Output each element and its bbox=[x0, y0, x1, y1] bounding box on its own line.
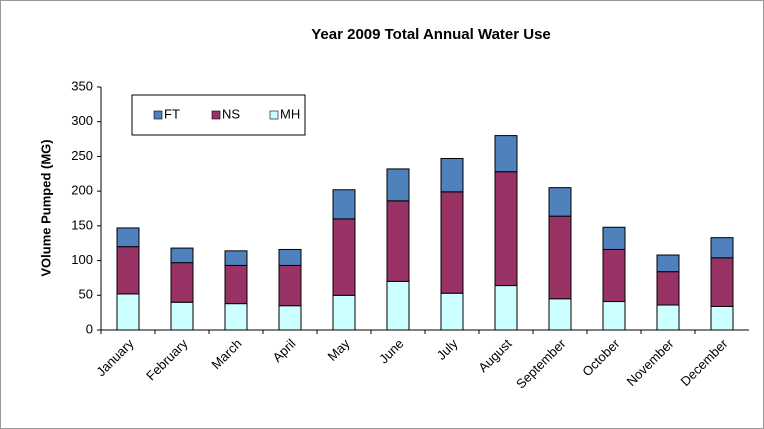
bar-segment bbox=[602, 248, 626, 303]
bar-segment bbox=[386, 168, 410, 202]
legend-swatch bbox=[153, 110, 163, 120]
bar-segment bbox=[278, 264, 302, 307]
legend-swatch bbox=[211, 110, 221, 120]
bar-segment bbox=[170, 247, 194, 264]
y-tick-label: 100 bbox=[71, 252, 93, 267]
bar-segment bbox=[602, 226, 626, 250]
bar-segment bbox=[656, 254, 680, 273]
chart-title: Year 2009 Total Annual Water Use bbox=[311, 26, 551, 43]
bar-segment bbox=[386, 280, 410, 331]
bar-segment bbox=[548, 215, 572, 300]
y-tick-label: 250 bbox=[71, 148, 93, 163]
y-tick-label: 50 bbox=[79, 287, 93, 302]
bar-segment bbox=[656, 271, 680, 306]
y-tick-label: 350 bbox=[71, 78, 93, 93]
bar-segment bbox=[710, 257, 734, 307]
y-axis-label: VOlume Pumped (MG) bbox=[38, 139, 53, 276]
bar-segment bbox=[710, 305, 734, 331]
bar-segment bbox=[656, 304, 680, 331]
y-tick-label: 0 bbox=[86, 321, 93, 336]
legend-swatch bbox=[269, 110, 279, 120]
bar-segment bbox=[332, 189, 356, 220]
bar-segment bbox=[710, 237, 734, 259]
bar-segment bbox=[386, 200, 410, 282]
legend-label: MH bbox=[280, 106, 300, 121]
bar-segment bbox=[548, 298, 572, 331]
bar-segment bbox=[278, 248, 302, 266]
bar-segment bbox=[224, 264, 248, 305]
legend-label: FT bbox=[164, 106, 180, 121]
bar-segment bbox=[332, 218, 356, 296]
bar-segment bbox=[278, 305, 302, 331]
bar-segment bbox=[494, 135, 518, 173]
bar-segment bbox=[116, 293, 140, 331]
legend-label: NS bbox=[222, 106, 240, 121]
bar-segment bbox=[332, 294, 356, 331]
y-tick-label: 300 bbox=[71, 113, 93, 128]
bar-segment bbox=[440, 158, 464, 193]
y-tick-label: 150 bbox=[71, 217, 93, 232]
bar-segment bbox=[602, 301, 626, 331]
bar-segment bbox=[224, 250, 248, 266]
bar-segment bbox=[440, 191, 464, 294]
bar-segment bbox=[494, 171, 518, 287]
bar-segment bbox=[170, 262, 194, 303]
bar-segment bbox=[116, 227, 140, 248]
bar-segment bbox=[494, 285, 518, 331]
y-tick-label: 200 bbox=[71, 183, 93, 198]
bar-segment bbox=[116, 246, 140, 295]
bar-segment bbox=[170, 301, 194, 331]
bar-segment bbox=[440, 292, 464, 331]
bar-segment bbox=[224, 303, 248, 331]
bar-segment bbox=[548, 187, 572, 217]
